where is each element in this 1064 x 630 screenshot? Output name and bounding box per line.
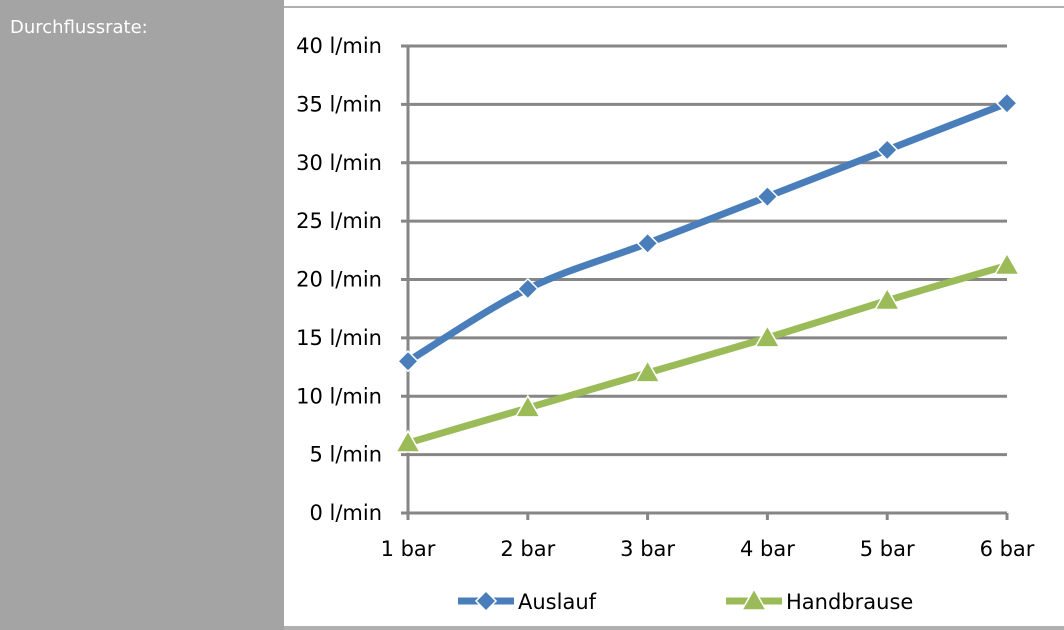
auslauf-point: [516, 277, 539, 300]
handbrause-point: [394, 429, 422, 453]
y-tick-label: 0 l/min: [309, 501, 382, 525]
x-tick-label: 2 bar: [500, 537, 555, 561]
handbrause-line: [404, 261, 1011, 447]
handbrause-point: [754, 324, 781, 348]
handbrause-point: [634, 359, 661, 383]
handbrause-point: [873, 287, 901, 311]
y-tick-label: 15 l/min: [296, 326, 382, 350]
y-tick-label: 20 l/min: [296, 268, 382, 292]
side-label: Durchflussrate:: [10, 17, 148, 38]
auslauf-point: [396, 350, 420, 373]
auslauf-point: [756, 185, 779, 208]
y-tick-label: 5 l/min: [309, 443, 382, 467]
auslauf-line: [404, 99, 1011, 365]
x-tick-label: 1 bar: [381, 537, 436, 561]
x-tick-label: 5 bar: [860, 537, 915, 561]
x-tick-label: 6 bar: [980, 537, 1035, 561]
top-rule: [284, 0, 1064, 8]
auslauf-point: [995, 92, 1019, 115]
y-tick-label: 35 l/min: [296, 92, 382, 116]
auslauf-point: [876, 138, 899, 161]
handbrause-point: [514, 394, 542, 418]
y-tick-label: 10 l/min: [296, 384, 382, 408]
legend-swatch-marker: [740, 587, 768, 611]
legend-swatch-marker: [474, 589, 498, 613]
bottom-rule: [284, 626, 1064, 630]
x-tick-label: 4 bar: [740, 537, 795, 561]
side-panel: Durchflussrate:: [0, 0, 284, 630]
y-tick-label: 30 l/min: [296, 151, 382, 175]
y-tick-label: 40 l/min: [296, 34, 382, 58]
legend-label: Handbrause: [786, 590, 913, 614]
y-tick-label: 25 l/min: [296, 209, 382, 233]
handbrause-point: [993, 251, 1021, 276]
x-tick-label: 3 bar: [620, 537, 675, 561]
auslauf-point: [636, 232, 659, 255]
legend-label: Auslauf: [518, 590, 597, 614]
